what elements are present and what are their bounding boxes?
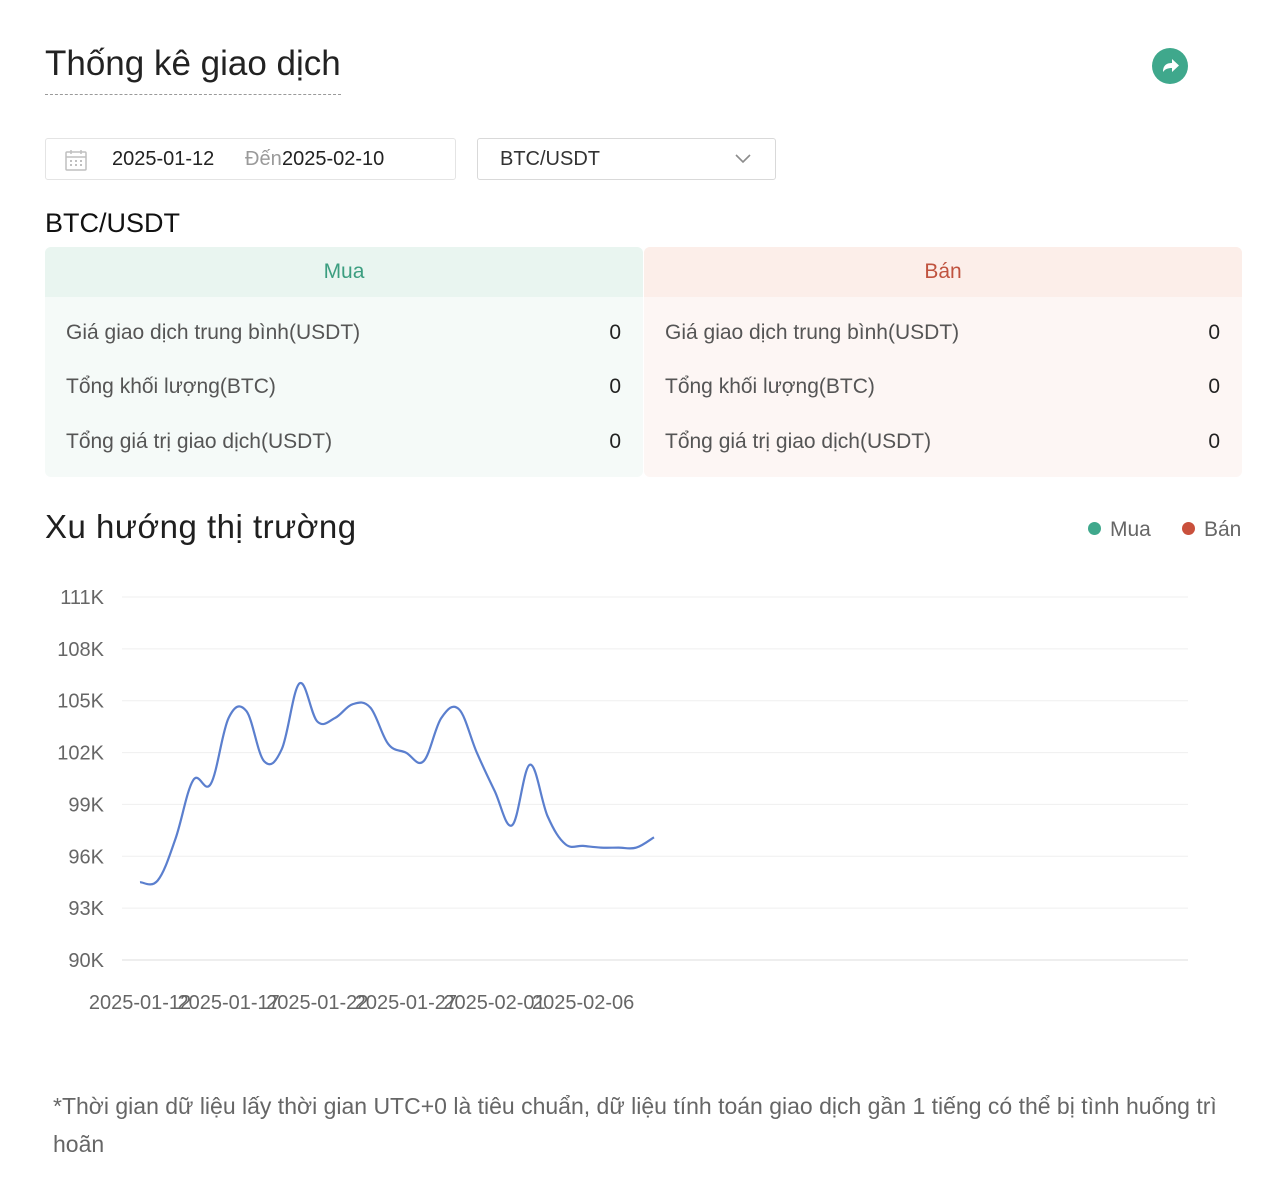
date-separator: Đến — [245, 148, 282, 170]
y-tick-label: 105K — [57, 691, 104, 713]
calendar-icon — [65, 150, 87, 171]
pair-heading: BTC/USDT — [45, 208, 180, 238]
chart-grid — [122, 596, 1188, 961]
row-label: Tổng khối lượng(BTC) — [66, 375, 276, 398]
legend-dot-buy — [1088, 521, 1101, 535]
row-label: Tổng giá trị giao dịch(USDT) — [66, 430, 333, 453]
start-date-input[interactable]: 2025-01-12 — [112, 148, 215, 170]
legend-label-sell: Bán — [1204, 518, 1242, 541]
buy-header: Mua — [45, 247, 643, 297]
row-value: 0 — [609, 375, 621, 398]
row-value: 0 — [609, 321, 621, 344]
x-tick-label: 2025-01-17 — [177, 992, 279, 1014]
row-value: 0 — [1208, 321, 1220, 344]
buy-row-avg-price: Giá giao dịch trung bình(USDT) 0 — [66, 321, 621, 351]
y-tick-label: 93K — [68, 898, 104, 920]
pair-select[interactable]: BTC/USDT — [477, 138, 776, 180]
legend-item-buy[interactable]: Mua — [1088, 518, 1151, 542]
y-tick-label: 99K — [68, 794, 104, 816]
row-label: Giá giao dịch trung bình(USDT) — [665, 321, 960, 344]
page-title: Thống kê giao dịch — [45, 42, 341, 95]
y-tick-label: 96K — [68, 846, 104, 868]
x-tick-label: 2025-01-22 — [266, 992, 368, 1014]
legend-label-buy: Mua — [1110, 518, 1151, 541]
date-range-picker[interactable]: 2025-01-12 Đến 2025-02-10 — [45, 138, 456, 180]
buy-row-total-volume: Tổng khối lượng(BTC) 0 — [66, 375, 621, 405]
y-tick-label: 102K — [57, 743, 104, 765]
buy-panel: Mua Giá giao dịch trung bình(USDT) 0 Tổn… — [45, 247, 643, 477]
x-axis: 2025-01-122025-01-172025-01-222025-01-27… — [89, 992, 634, 1014]
footnote: *Thời gian dữ liệu lấy thời gian UTC+0 l… — [53, 1093, 1217, 1157]
x-tick-label: 2025-01-27 — [355, 992, 457, 1014]
y-tick-label: 108K — [57, 639, 104, 661]
row-label: Tổng khối lượng(BTC) — [665, 375, 875, 398]
x-tick-label: 2025-02-01 — [443, 992, 545, 1014]
sell-panel: Bán Giá giao dịch trung bình(USDT) 0 Tổn… — [644, 247, 1242, 477]
x-tick-label: 2025-02-06 — [532, 992, 634, 1014]
y-tick-label: 90K — [68, 950, 104, 972]
row-label: Giá giao dịch trung bình(USDT) — [66, 321, 361, 344]
sell-header: Bán — [644, 247, 1242, 297]
pair-select-value: BTC/USDT — [500, 148, 600, 170]
buy-row-total-value: Tổng giá trị giao dịch(USDT) 0 — [66, 430, 621, 460]
y-tick-label: 111K — [60, 587, 104, 609]
legend-item-sell[interactable]: Bán — [1182, 518, 1241, 542]
trend-title: Xu hướng thị trường — [45, 508, 357, 545]
row-value: 0 — [1208, 430, 1220, 453]
series-line — [139, 682, 655, 886]
share-arrow-icon — [1163, 59, 1179, 72]
x-tick-label: 2025-01-12 — [89, 992, 191, 1014]
share-button[interactable] — [1152, 48, 1188, 84]
row-value: 0 — [1208, 375, 1220, 398]
sell-row-total-value: Tổng giá trị giao dịch(USDT) 0 — [665, 430, 1220, 460]
legend-dot-sell — [1182, 521, 1195, 535]
row-label: Tổng giá trị giao dịch(USDT) — [665, 430, 932, 453]
end-date-input[interactable]: 2025-02-10 — [282, 148, 385, 170]
chevron-down-icon — [735, 154, 751, 164]
sell-row-total-volume: Tổng khối lượng(BTC) 0 — [665, 375, 1220, 405]
row-value: 0 — [609, 430, 621, 453]
y-axis: 90K 93K 96K 99K 102K 105K 108K 111K — [57, 587, 104, 972]
sell-row-avg-price: Giá giao dịch trung bình(USDT) 0 — [665, 321, 1220, 351]
